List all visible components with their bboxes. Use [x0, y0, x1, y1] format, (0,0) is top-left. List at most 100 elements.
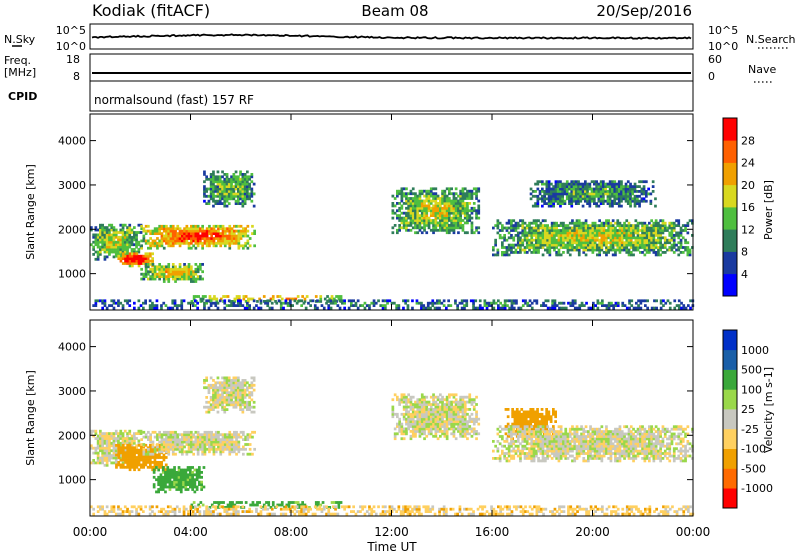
- power-cell: [598, 234, 601, 237]
- velocity-cell: [149, 461, 152, 464]
- power-cell: [409, 206, 413, 210]
- velocity-cell: [189, 478, 192, 482]
- power-cell: [194, 304, 197, 307]
- velocity-cell: [126, 443, 130, 447]
- power-cell: [626, 199, 630, 203]
- velocity-cell: [158, 433, 161, 437]
- power-cell: [568, 253, 572, 257]
- power-cell: [555, 241, 558, 245]
- velocity-cell: [137, 461, 141, 464]
- velocity-cell: [152, 485, 156, 489]
- power-cell: [559, 236, 563, 240]
- velocity-cell: [423, 437, 426, 441]
- velocity-cell: [126, 461, 130, 464]
- velocity-cell: [151, 440, 155, 444]
- power-cell: [153, 241, 157, 245]
- power-cell: [645, 248, 649, 252]
- power-cell: [614, 253, 617, 257]
- velocity-cell: [418, 412, 422, 416]
- power-cell: [537, 248, 540, 252]
- power-cell: [625, 236, 629, 240]
- power-cell: [128, 252, 132, 256]
- power-cell: [617, 182, 621, 186]
- velocity-cell: [218, 403, 222, 407]
- velocity-cell: [232, 386, 236, 390]
- power-cell: [477, 189, 481, 193]
- power-cell: [221, 182, 224, 186]
- velocity-cell: [133, 461, 136, 464]
- power-cell: [128, 231, 132, 234]
- velocity-cell: [208, 440, 211, 444]
- power-cell: [445, 219, 449, 222]
- velocity-cell: [233, 503, 237, 507]
- power-cell: [577, 187, 580, 191]
- velocity-cell: [121, 465, 125, 469]
- velocity-cell: [119, 437, 123, 440]
- power-cell: [514, 243, 518, 247]
- velocity-cell: [128, 468, 132, 472]
- velocity-cell: [215, 501, 219, 504]
- power-cell: [165, 267, 168, 271]
- power-cell: [133, 233, 136, 237]
- power-cell: [629, 236, 633, 240]
- velocity-cell: [201, 435, 204, 439]
- power-cell: [654, 251, 658, 254]
- velocity-cell: [228, 447, 232, 451]
- velocity-cell: [225, 403, 229, 407]
- velocity-cell: [256, 501, 259, 504]
- power-cell: [648, 226, 651, 230]
- power-cell: [559, 241, 563, 245]
- power-cell: [572, 194, 576, 198]
- power-cell: [212, 229, 216, 233]
- velocity-cell: [237, 433, 241, 437]
- power-cell: [626, 185, 630, 188]
- power-cell: [570, 202, 574, 205]
- velocity-cell: [186, 473, 190, 477]
- power-cell: [441, 192, 444, 196]
- power-cell: [183, 237, 186, 240]
- power-cell: [616, 221, 620, 225]
- power-cell: [108, 228, 111, 232]
- velocity-cell: [223, 435, 227, 439]
- power-cell: [286, 304, 290, 307]
- power-cell: [153, 277, 157, 281]
- velocity-cell: [185, 452, 189, 456]
- power-cell: [559, 204, 562, 208]
- power-cell: [439, 214, 442, 217]
- velocity-cell: [124, 451, 127, 455]
- velocity-cell: [155, 490, 158, 494]
- power-cell: [450, 209, 453, 213]
- velocity-cell: [157, 490, 160, 494]
- velocity-cell: [121, 448, 125, 452]
- power-cell: [474, 299, 478, 303]
- power-cell: [608, 199, 612, 203]
- power-cell: [440, 301, 444, 305]
- power-cell: [605, 231, 608, 235]
- power-cell: [225, 304, 229, 307]
- power-cell: [516, 226, 520, 230]
- velocity-cell: [126, 441, 129, 445]
- power-cell: [381, 304, 385, 307]
- power-cell: [221, 190, 224, 193]
- power-cell: [528, 231, 531, 235]
- power-cell: [600, 231, 604, 235]
- power-cell: [187, 270, 191, 274]
- power-cell: [101, 245, 104, 249]
- power-cell: [142, 227, 146, 231]
- power-cell: [657, 248, 660, 252]
- power-cell: [99, 231, 102, 234]
- power-cell: [588, 204, 592, 208]
- power-cell: [466, 211, 469, 215]
- velocity-cell: [256, 503, 259, 507]
- power-cell: [223, 299, 227, 303]
- power-cell: [622, 187, 626, 191]
- power-cell: [581, 194, 585, 198]
- velocity-cell: [227, 379, 231, 382]
- power-cell: [555, 224, 558, 227]
- power-cell: [516, 236, 520, 240]
- velocity-cell: [205, 379, 208, 382]
- velocity-cell: [121, 441, 125, 445]
- power-cell: [609, 226, 613, 230]
- velocity-cell: [205, 443, 209, 446]
- power-cell: [203, 239, 207, 243]
